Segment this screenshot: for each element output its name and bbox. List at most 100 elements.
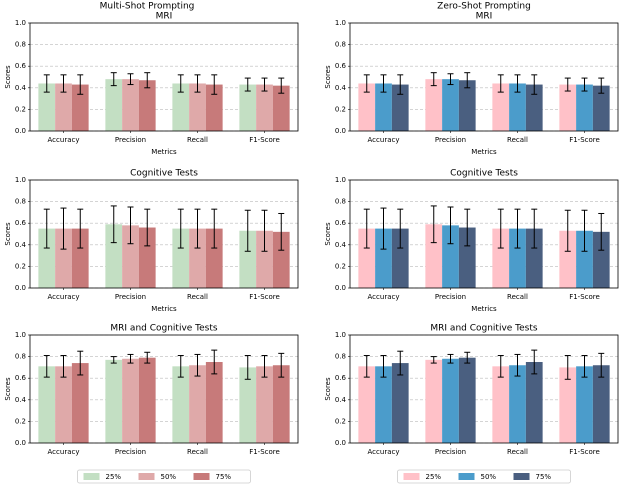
bar <box>442 358 459 443</box>
x-tick-label: Recall <box>187 136 208 144</box>
y-tick-label: 0.6 <box>335 62 347 70</box>
legend-label: 25% <box>106 473 122 481</box>
bar <box>71 84 89 131</box>
bar <box>375 228 392 288</box>
bar <box>458 80 476 131</box>
y-tick-label: 0.8 <box>335 198 346 206</box>
y-tick-label: 1.0 <box>15 19 26 27</box>
bar <box>55 228 72 288</box>
x-tick-label: Accuracy <box>48 136 80 144</box>
bar <box>492 228 510 288</box>
bar <box>391 363 409 443</box>
x-tick-label: Precision <box>435 293 466 301</box>
x-tick-label: Accuracy <box>368 136 400 144</box>
x-tick-label: F1-Score <box>569 136 600 144</box>
y-tick-label: 0.4 <box>15 396 27 404</box>
x-tick-label: Accuracy <box>368 448 400 456</box>
y-tick-label: 0.4 <box>15 241 27 249</box>
bar <box>592 85 610 131</box>
axes-frame <box>29 22 299 132</box>
y-tick-label: 0.8 <box>15 353 26 361</box>
bar <box>592 365 610 443</box>
x-tick-label: Recall <box>187 293 208 301</box>
subplot-title: MRI and Cognitive Tests <box>430 324 538 334</box>
y-tick-label: 0.4 <box>335 241 347 249</box>
x-tick-label: F1-Score <box>249 448 280 456</box>
y-tick-label: 0.6 <box>335 374 347 382</box>
bar <box>425 79 443 131</box>
y-tick-label: 0.2 <box>15 417 26 425</box>
bar <box>122 358 139 443</box>
x-tick-label: Precision <box>435 136 466 144</box>
bar <box>559 84 577 131</box>
bar <box>576 84 593 131</box>
subplot-title: Cognitive Tests <box>130 169 198 179</box>
bar <box>105 224 123 288</box>
bar <box>256 366 273 443</box>
bar <box>375 366 392 443</box>
bar <box>38 83 56 131</box>
bar <box>509 365 526 443</box>
bar <box>239 367 257 443</box>
x-tick-label: F1-Score <box>249 293 280 301</box>
y-axis-label: Scores <box>4 222 12 246</box>
legend-label: 25% <box>426 473 442 481</box>
legend-label: 75% <box>536 473 552 481</box>
legend-label: 50% <box>161 473 177 481</box>
y-tick-label: 0.6 <box>15 374 27 382</box>
y-tick-label: 0.4 <box>335 84 347 92</box>
bar <box>358 83 376 131</box>
bar <box>458 227 476 288</box>
legend-label: 50% <box>481 473 497 481</box>
bar <box>138 80 156 131</box>
y-tick-label: 0.8 <box>335 353 346 361</box>
y-axis-label: Scores <box>324 222 332 246</box>
y-axis-label: Scores <box>324 377 332 401</box>
bar <box>189 83 206 131</box>
bar <box>525 84 543 131</box>
x-tick-label: F1-Score <box>569 293 600 301</box>
y-tick-label: 0.2 <box>335 105 346 113</box>
bar <box>205 84 223 131</box>
bar <box>458 357 476 443</box>
column-title: Multi-Shot Prompting <box>100 2 195 12</box>
legend-label: 75% <box>216 473 232 481</box>
axes-frame <box>29 334 299 444</box>
bar <box>256 230 273 288</box>
x-tick-label: Accuracy <box>48 293 80 301</box>
bar <box>492 366 510 443</box>
y-tick-label: 1.0 <box>335 331 346 339</box>
y-tick-label: 0.6 <box>335 219 347 227</box>
y-tick-label: 0.0 <box>335 439 346 447</box>
y-tick-label: 1.0 <box>335 19 346 27</box>
bar <box>189 228 206 288</box>
x-tick-label: Recall <box>187 448 208 456</box>
bar <box>559 367 577 443</box>
subplot-title: Cognitive Tests <box>450 169 518 179</box>
bar <box>272 85 290 131</box>
bar <box>55 366 72 443</box>
subplot-title: MRI and Cognitive Tests <box>110 324 218 334</box>
y-tick-label: 0.4 <box>15 84 27 92</box>
bar <box>172 83 190 131</box>
bar <box>256 84 273 131</box>
bar <box>425 359 443 443</box>
bar <box>239 230 257 288</box>
y-tick-label: 0.8 <box>15 41 26 49</box>
legend-swatch <box>193 473 210 480</box>
bar <box>592 231 610 288</box>
bar <box>442 79 459 131</box>
x-axis-label: Metrics <box>471 305 497 313</box>
subplot-title: MRI <box>156 12 173 22</box>
y-tick-label: 0.0 <box>15 284 26 292</box>
bar <box>55 83 72 131</box>
bar <box>375 83 392 131</box>
bar <box>138 227 156 288</box>
y-axis-label: Scores <box>4 377 12 401</box>
x-tick-label: Recall <box>507 448 528 456</box>
bar <box>576 366 593 443</box>
x-tick-label: Recall <box>507 136 528 144</box>
bar <box>272 231 290 288</box>
axes-frame <box>349 334 619 444</box>
